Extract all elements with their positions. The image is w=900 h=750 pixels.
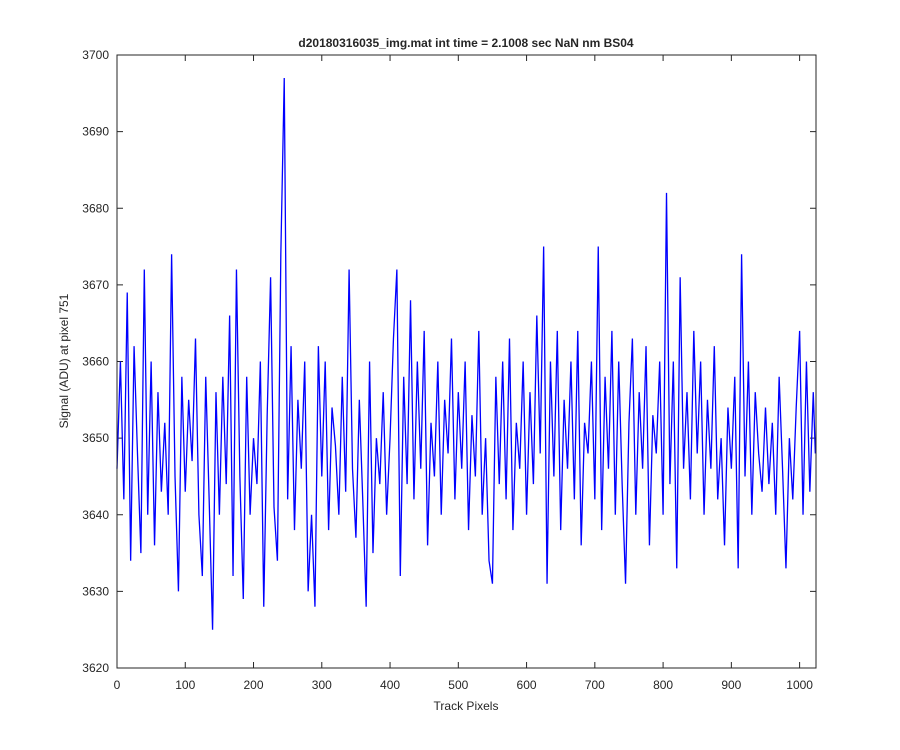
x-tick-label: 500 xyxy=(448,678,468,692)
x-tick-label: 200 xyxy=(244,678,264,692)
x-tick-label: 1000 xyxy=(786,678,813,692)
x-tick-label: 700 xyxy=(585,678,605,692)
y-tick-label: 3680 xyxy=(82,201,109,215)
x-tick-label: 400 xyxy=(380,678,400,692)
y-tick-label: 3660 xyxy=(82,355,109,369)
x-tick-label: 900 xyxy=(721,678,741,692)
y-tick-label: 3650 xyxy=(82,431,109,445)
data-line xyxy=(116,77,816,630)
x-tick-label: 800 xyxy=(653,678,673,692)
y-tick-label: 3640 xyxy=(82,508,109,522)
x-tick-label: 300 xyxy=(312,678,332,692)
y-tick-label: 3630 xyxy=(82,584,109,598)
y-tick-label: 3620 xyxy=(82,661,109,675)
x-tick-label: 0 xyxy=(114,678,121,692)
x-axis-label: Track Pixels xyxy=(434,699,499,713)
y-tick-label: 3670 xyxy=(82,278,109,292)
axes-box xyxy=(116,54,817,669)
plot-area xyxy=(117,55,816,668)
x-tick-label: 600 xyxy=(517,678,537,692)
chart-title: d20180316035_img.mat int time = 2.1008 s… xyxy=(298,36,634,50)
y-tick-label: 3690 xyxy=(82,125,109,139)
x-tick-label: 100 xyxy=(175,678,195,692)
y-tick-label: 3700 xyxy=(82,48,109,62)
y-axis-label: Signal (ADU) at pixel 751 xyxy=(57,293,71,428)
